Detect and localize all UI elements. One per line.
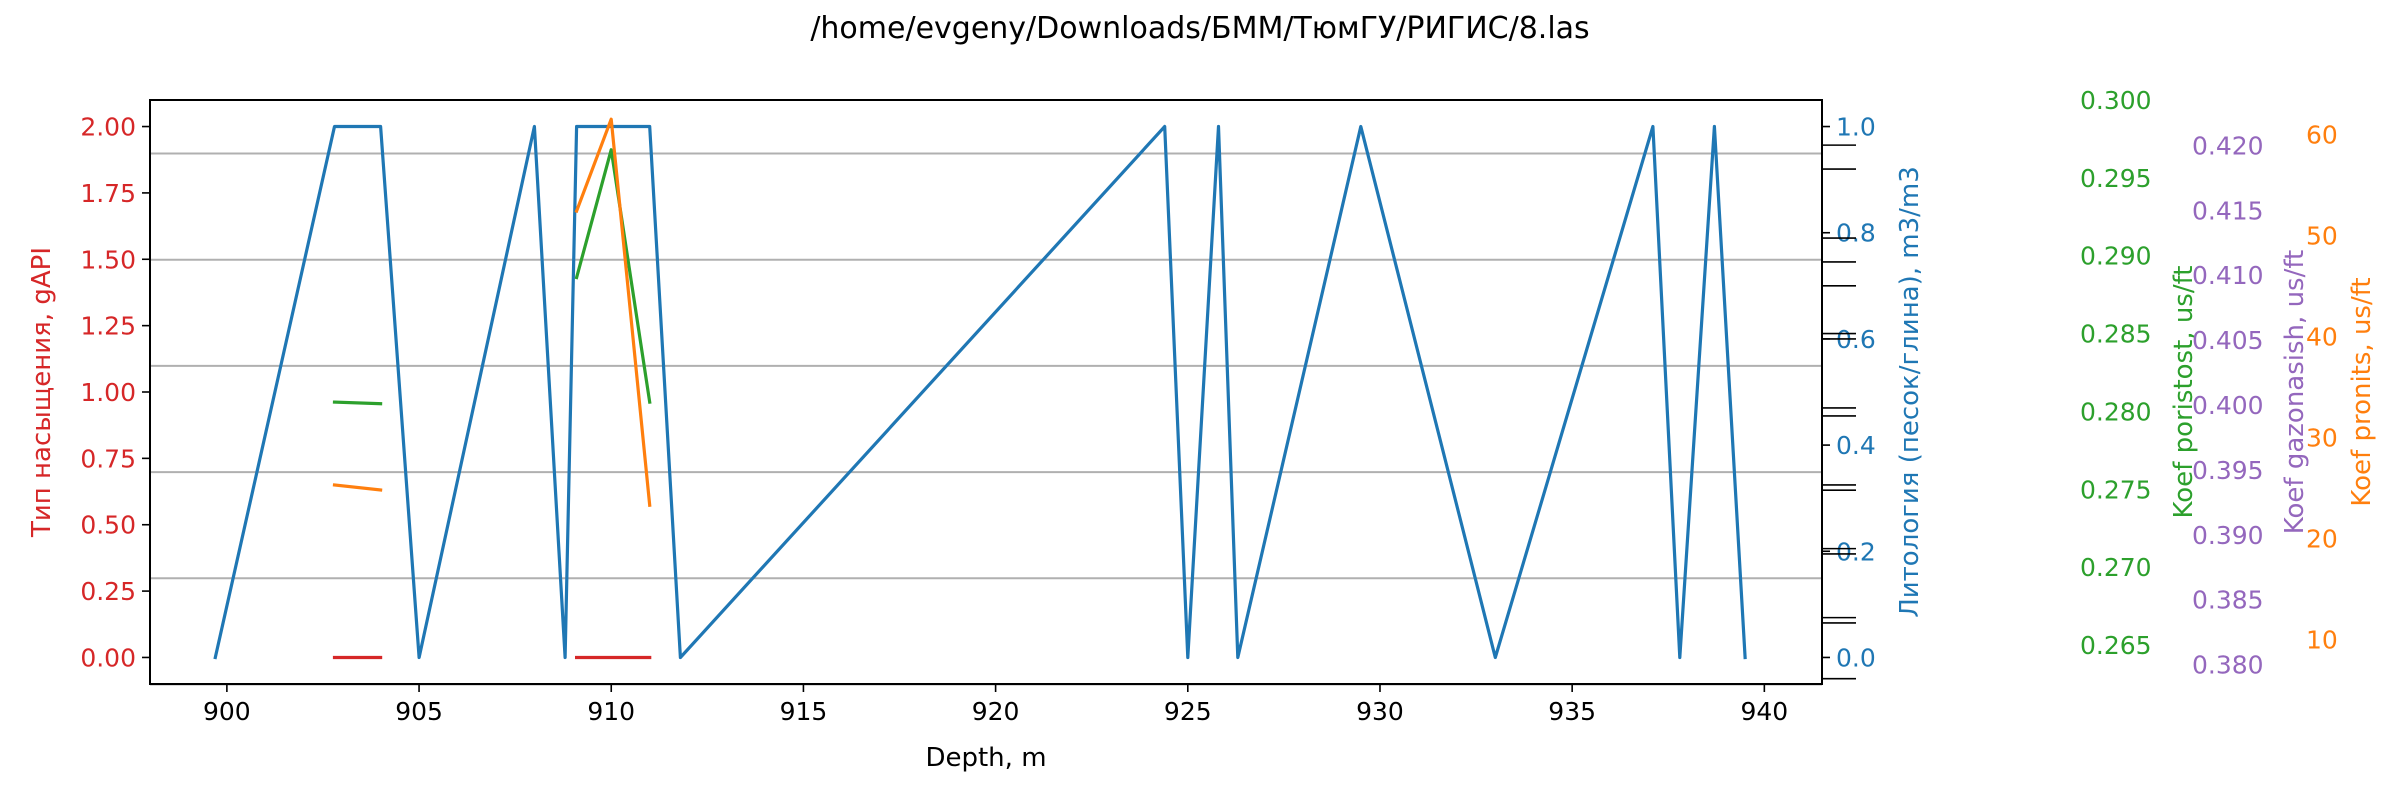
right3-tick-label: 0.380	[2192, 651, 2264, 680]
right2-tick-label: 0.300	[2080, 86, 2152, 115]
axes: 900 905 910 915 920 925 930 935 940 0.00 0.25 0.50 0…	[27, 86, 2377, 726]
left-tick-label: 1.00	[80, 378, 136, 407]
x-tick-label: 910	[587, 697, 635, 726]
left-tick-label: 1.25	[80, 312, 136, 341]
x-tick-label: 940	[1740, 697, 1788, 726]
right1-tick-label: 1.0	[1836, 113, 1876, 142]
right1-tick-label: 0.2	[1836, 537, 1876, 566]
right4-tick-label: 60	[2306, 120, 2338, 149]
x-tick-label: 915	[780, 697, 828, 726]
left-tick-label: 1.75	[80, 179, 136, 208]
right3-tick-label: 0.405	[2192, 326, 2264, 355]
right4-tick-label: 40	[2306, 322, 2338, 351]
left-tick-label: 2.00	[80, 113, 136, 142]
right2-axis-label: Koef poristost, us/ft	[2169, 266, 2199, 519]
left-tick-label: 0.25	[80, 577, 136, 606]
right2-tick-label: 0.290	[2080, 242, 2152, 271]
right3-tick-label: 0.400	[2192, 391, 2264, 420]
right4-tick-label: 30	[2306, 423, 2338, 452]
left-tick-label: 0.50	[80, 511, 136, 540]
left-tick-label: 1.50	[80, 245, 136, 274]
right2-tick-label: 0.280	[2080, 397, 2152, 426]
series-line-right4	[332, 483, 383, 492]
left-tick-label: 0.75	[80, 444, 136, 473]
right3-tick-label: 0.390	[2192, 521, 2264, 550]
x-tick-label: 935	[1548, 697, 1596, 726]
series-lines	[213, 117, 1747, 660]
right3-axis-label: Koef gazonasish, us/ft	[2280, 250, 2310, 534]
series-line-right2	[332, 400, 383, 406]
chart-title: /home/evgeny/Downloads/БММ/ТюмГУ/РИГИС/8…	[810, 11, 1589, 46]
left-tick-label: 0.00	[80, 643, 136, 672]
right3-tick-label: 0.410	[2192, 261, 2264, 290]
right3-tick-label: 0.420	[2192, 131, 2264, 160]
x-tick-label: 900	[203, 697, 251, 726]
right1-tick-label: 0.0	[1836, 643, 1876, 672]
right1-tick-label: 0.4	[1836, 431, 1876, 460]
right1-axis-label: Литология (песок/глина), m3/m3	[1895, 166, 1925, 618]
right2-tick-label: 0.285	[2080, 320, 2152, 349]
x-tick-label: 925	[1164, 697, 1212, 726]
right2-tick-label: 0.270	[2080, 553, 2152, 582]
right4-tick-label: 20	[2306, 525, 2338, 554]
right3-tick-label: 0.385	[2192, 586, 2264, 615]
series-line-right1	[213, 124, 1747, 660]
right2-tick-label: 0.265	[2080, 631, 2152, 660]
right4-tick-label: 50	[2306, 221, 2338, 250]
x-tick-label: 905	[395, 697, 443, 726]
right3-tick-label: 0.395	[2192, 456, 2264, 485]
x-axis-label: Depth, m	[925, 743, 1046, 773]
right2-tick-label: 0.275	[2080, 475, 2152, 504]
x-tick-label: 930	[1356, 697, 1404, 726]
right2-tick-label: 0.295	[2080, 164, 2152, 193]
right4-axis-label: Koef pronits, us/ft	[2347, 277, 2377, 506]
right1-tick-label: 0.8	[1836, 219, 1876, 248]
series-line-right4	[574, 117, 652, 507]
right4-tick-label: 10	[2306, 626, 2338, 655]
series-line-right2	[574, 148, 652, 404]
left-axis-label: Тип насыщения, gAPI	[27, 247, 57, 538]
x-tick-label: 920	[972, 697, 1020, 726]
right3-tick-label: 0.415	[2192, 196, 2264, 225]
